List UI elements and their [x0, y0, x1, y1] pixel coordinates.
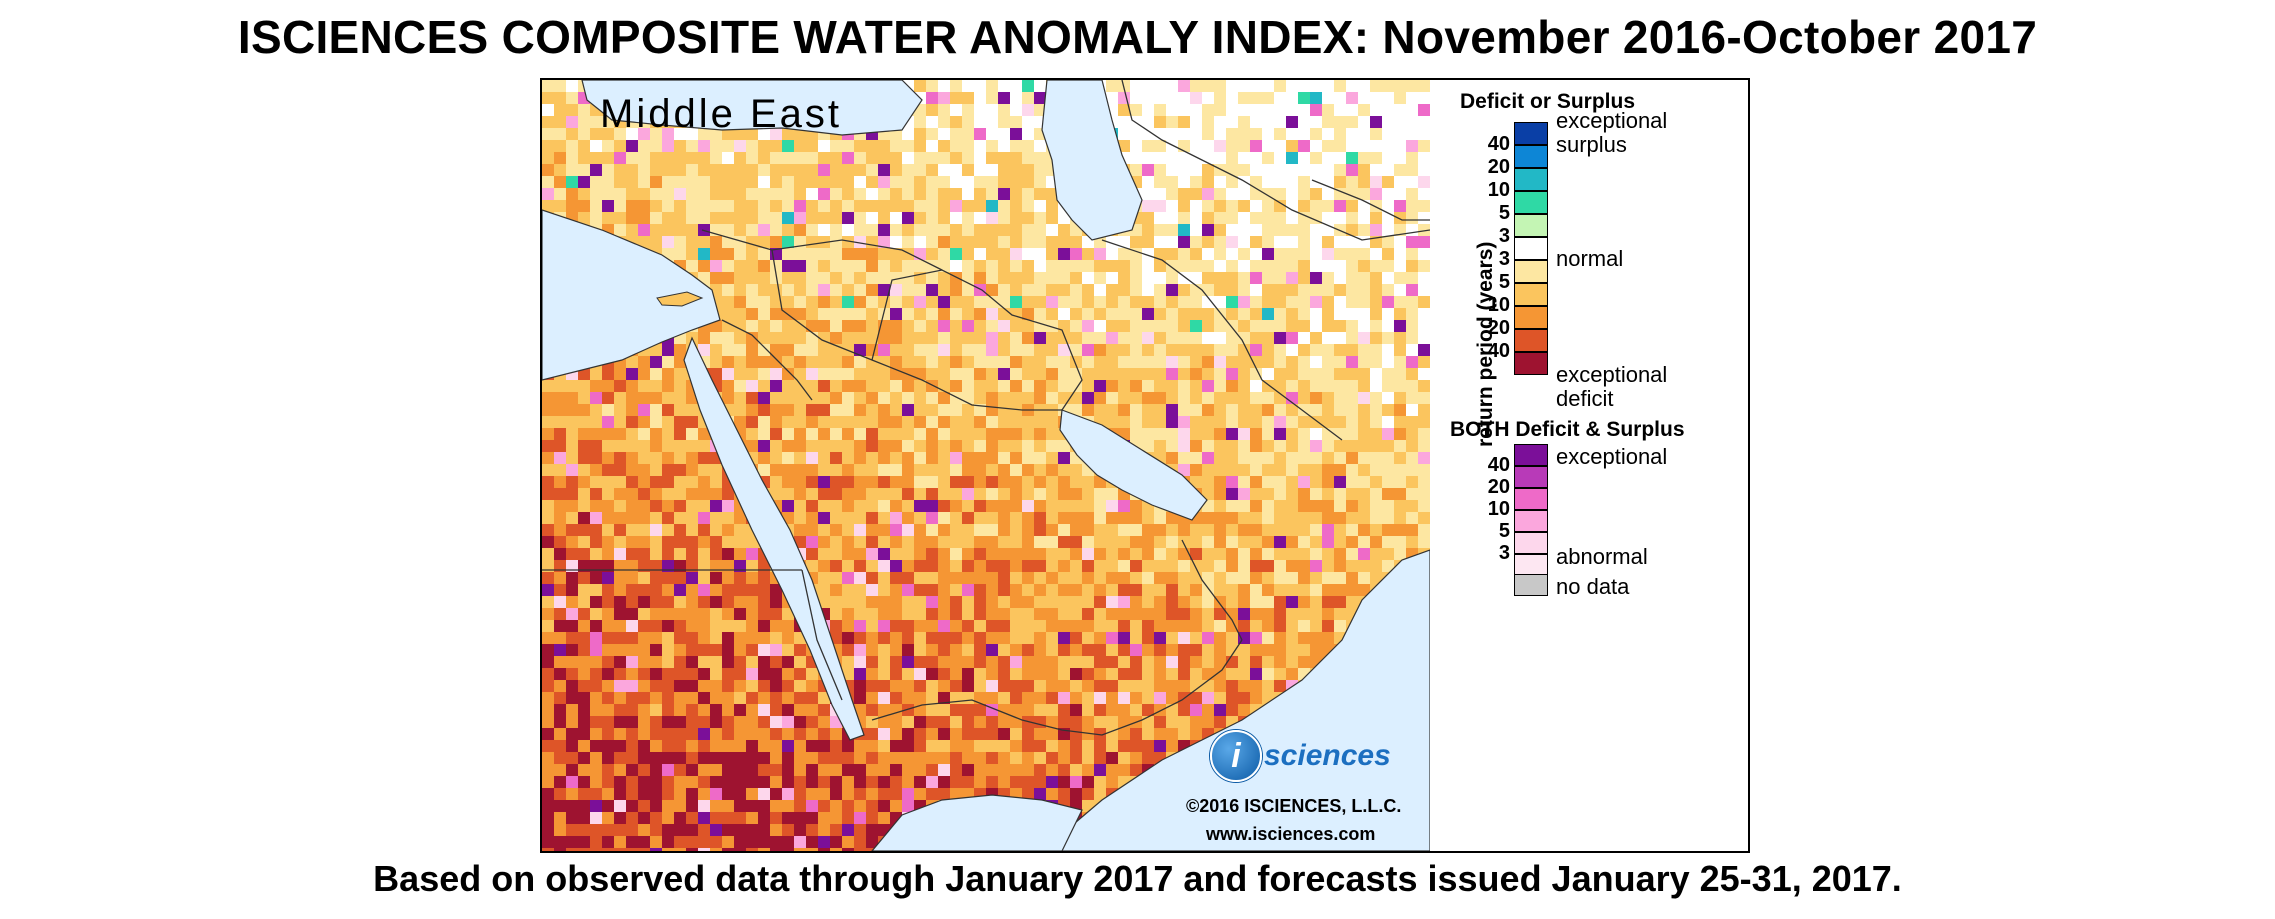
both-swatch: [1514, 444, 1548, 466]
deficit-surplus-swatch: [1514, 191, 1548, 214]
deficit-surplus-swatch: [1514, 352, 1548, 375]
deficit-surplus-tick: 10: [1487, 294, 1510, 316]
deficit-surplus-tick: 40: [1487, 340, 1510, 362]
deficit-surplus-swatch: [1514, 237, 1548, 260]
deficit-label-deficit: deficit: [1556, 386, 1614, 411]
deficit-surplus-swatch: [1514, 122, 1548, 145]
deficit-surplus-swatch: [1514, 145, 1548, 168]
red-sea: [683, 336, 865, 741]
both-tick: 5: [1498, 520, 1510, 542]
legend: Deficit or Surplus return period (years)…: [1430, 80, 1748, 851]
deficit-surplus-swatch: [1514, 306, 1548, 329]
deficit-surplus-swatch: [1514, 283, 1548, 306]
legend-heading-deficit-surplus: Deficit or Surplus: [1460, 90, 1636, 113]
deficit-label-exceptional: exceptional: [1556, 362, 1668, 387]
deficit-surplus-tick: 3: [1498, 248, 1510, 270]
gulf-of-aden: [871, 794, 1083, 851]
both-swatch: [1514, 532, 1548, 554]
map-frame: Middle East i sciences ©2016 ISCIENCES, …: [540, 78, 1750, 853]
arabian-sea: [1041, 549, 1430, 851]
both-tick: 40: [1487, 454, 1510, 476]
website: www.isciences.com: [1206, 824, 1376, 844]
water-bodies: [542, 80, 1430, 851]
caspian-sea: [1041, 80, 1143, 241]
region-label: Middle East: [600, 92, 842, 136]
both-label-abnormal: abnormal: [1556, 544, 1648, 569]
persian-gulf: [1059, 409, 1208, 521]
anomaly-map: [542, 80, 1430, 851]
both-swatch: [1514, 554, 1548, 576]
deficit-surplus-swatch: [1514, 260, 1548, 283]
legend-heading-both: BOTH Deficit & Surplus: [1450, 418, 1685, 441]
deficit-surplus-swatch: [1514, 329, 1548, 352]
black-sea: [581, 80, 923, 136]
no-data-label: no data: [1556, 574, 1630, 599]
deficit-surplus-tick: 20: [1487, 317, 1510, 339]
surplus-label-surplus: surplus: [1556, 132, 1627, 157]
cyprus: [656, 291, 704, 307]
logo-badge-icon: i: [1210, 730, 1262, 782]
deficit-surplus-tick: 20: [1487, 156, 1510, 178]
both-label-exceptional: exceptional: [1556, 444, 1668, 469]
both-tick: 3: [1498, 542, 1510, 564]
country-borders: [542, 80, 1430, 736]
map-title: ISCIENCES COMPOSITE WATER ANOMALY INDEX:…: [237, 11, 2038, 63]
deficit-surplus-tick: 3: [1498, 225, 1510, 247]
logo-text: sciences: [1264, 739, 1391, 772]
normal-label: normal: [1556, 246, 1624, 271]
both-tick: 20: [1487, 476, 1510, 498]
both-swatch: [1514, 510, 1548, 532]
deficit-surplus-tick: 10: [1487, 179, 1510, 201]
deficit-surplus-swatch: [1514, 214, 1548, 237]
deficit-surplus-tick: 5: [1498, 202, 1510, 224]
deficit-surplus-tick: 40: [1487, 133, 1510, 155]
map-subtitle: Based on observed data through January 2…: [373, 858, 1902, 899]
both-tick: 10: [1487, 498, 1510, 520]
copyright: ©2016 ISCIENCES, L.L.C.: [1186, 796, 1402, 816]
isciences-logo: i sciences: [1210, 730, 1391, 782]
deficit-surplus-swatch: [1514, 168, 1548, 191]
both-swatch: [1514, 466, 1548, 488]
both-swatch: [1514, 488, 1548, 510]
deficit-surplus-tick: 5: [1498, 271, 1510, 293]
map-area[interactable]: Middle East i sciences ©2016 ISCIENCES, …: [542, 80, 1430, 851]
surplus-label-exceptional: exceptional: [1556, 108, 1668, 133]
no-data-swatch: [1514, 574, 1548, 596]
mediterranean-sea: [542, 209, 721, 381]
